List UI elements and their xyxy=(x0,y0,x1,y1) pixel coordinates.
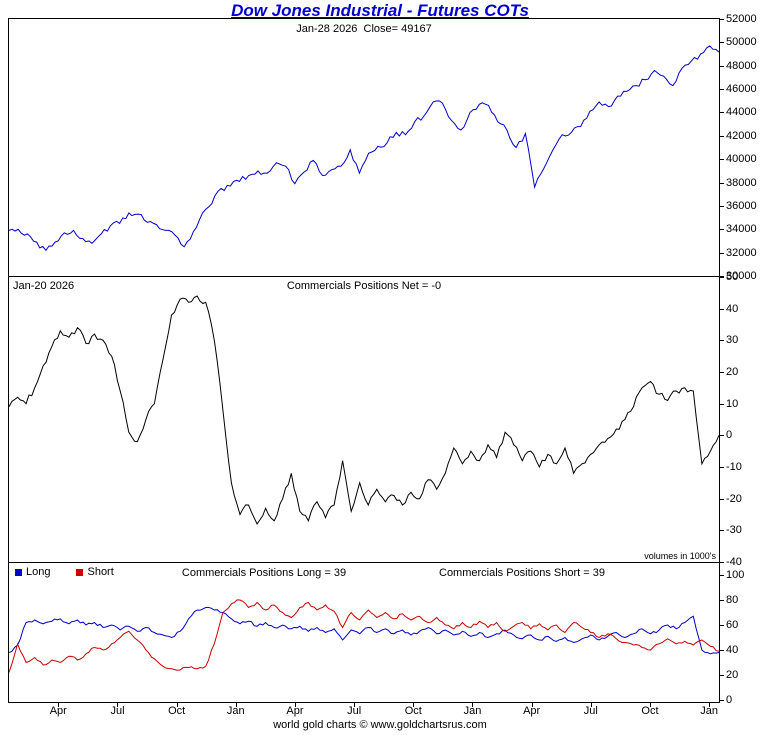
long-line xyxy=(9,606,719,655)
x-axis-tick-mark xyxy=(58,703,60,707)
y-axis-tick-label: 0 xyxy=(726,429,733,442)
y-axis-tick-label: 10 xyxy=(726,397,739,410)
x-axis-tick-label: Jan xyxy=(700,705,718,717)
net-line-chart xyxy=(9,295,719,526)
y-axis-tick-label: 50 xyxy=(726,271,739,283)
x-axis-tick-mark xyxy=(590,703,592,707)
x-axis-tick-mark xyxy=(413,703,415,707)
x-axis-tick-label: Apr xyxy=(523,705,541,717)
short-line xyxy=(9,599,719,673)
long-short-line-chart xyxy=(9,599,719,673)
y-axis-tick-label: -40 xyxy=(726,556,742,568)
page-title: Dow Jones Industrial - Futures COTs xyxy=(231,1,529,20)
x-axis-tick-mark xyxy=(117,703,119,707)
y-axis-tick-label: 44000 xyxy=(726,106,757,119)
footer-credit: world gold charts © www.goldchartsrus.co… xyxy=(273,719,487,731)
long-swatch-icon xyxy=(15,568,22,576)
x-axis-tick-label: Apr xyxy=(286,705,304,717)
y-axis-tick-label: 0 xyxy=(726,694,733,706)
y-axis-tick-label: 38000 xyxy=(726,176,757,189)
legend-item-short: Short xyxy=(76,566,114,578)
y-axis-tick-label: 42000 xyxy=(726,129,757,142)
y-axis-tick-label: 30000 xyxy=(726,270,757,282)
x-axis-tick-mark xyxy=(235,703,237,707)
price-date-close-label: Jan-28 2026 Close= 49167 xyxy=(296,23,432,35)
volumes-note: volumes in 1000's xyxy=(644,551,716,561)
y-axis-tick-label: 32000 xyxy=(726,246,757,259)
x-axis-tick-mark xyxy=(294,703,296,707)
x-axis-tick-mark xyxy=(531,703,533,707)
x-axis-tick-mark xyxy=(709,703,711,707)
net-positions-label: Commercials Positions Net = -0 xyxy=(286,280,442,292)
y-axis-tick-label: 40000 xyxy=(726,153,757,166)
x-axis-tick-mark xyxy=(354,703,356,707)
y-axis-tick-label: 46000 xyxy=(726,83,757,96)
y-axis-tick-label: -30 xyxy=(726,524,742,537)
x-axis-tick-label: Jul xyxy=(110,705,125,717)
x-axis-tick-label: Oct xyxy=(168,705,186,717)
short-swatch-icon xyxy=(76,568,84,576)
legend-item-long: Long xyxy=(15,566,50,578)
x-axis-tick-mark xyxy=(472,703,474,707)
legend-short-label: Short xyxy=(87,566,114,578)
x-axis-tick-label: Apr xyxy=(49,705,67,717)
x-axis-tick-label: Jul xyxy=(347,705,362,717)
y-axis-tick-label: 48000 xyxy=(726,59,757,72)
legend: Long Short xyxy=(15,566,140,578)
legend-long-label: Long xyxy=(26,566,51,578)
y-axis-tick-label: 30 xyxy=(726,334,739,347)
x-axis-tick-mark xyxy=(649,703,651,707)
x-axis-tick-label: Jan xyxy=(463,705,482,717)
price-line-chart xyxy=(9,45,719,252)
y-axis-tick-label: 34000 xyxy=(726,223,757,236)
y-axis-tick-label: 40 xyxy=(726,644,739,656)
y-axis-tick-label: 20 xyxy=(726,669,739,681)
y-axis-tick-label: 100 xyxy=(726,569,745,581)
long-positions-label: Commercials Positions Long = 39 xyxy=(181,567,347,579)
y-axis-tick-label: 36000 xyxy=(726,199,757,212)
cot-date-label: Jan-20 2026 xyxy=(13,280,75,292)
commercials-net-line xyxy=(9,295,719,526)
x-axis-tick-label: Jan xyxy=(226,705,245,717)
y-axis-tick-label: 80 xyxy=(726,594,739,606)
price-panel: Jan-28 2026 Close= 49167 xyxy=(8,18,720,277)
y-axis-tick-label: -10 xyxy=(726,461,742,473)
x-axis-tick-mark xyxy=(176,703,178,707)
y-axis-tick-label: 50000 xyxy=(726,36,757,49)
long-short-panel: Long Short Commercials Positions Long = … xyxy=(8,562,720,703)
x-axis-tick-label: Oct xyxy=(404,705,422,717)
dow-jones-industrial-futures-line xyxy=(9,45,719,252)
y-axis-tick-label: 60 xyxy=(726,619,739,631)
y-axis-tick-label: 20 xyxy=(726,366,739,378)
net-positions-panel: Jan-20 2026 Commercials Positions Net = … xyxy=(8,276,720,563)
short-positions-label: Commercials Positions Short = 39 xyxy=(439,567,605,579)
y-axis-tick-label: -20 xyxy=(726,492,742,505)
x-axis-tick-label: Oct xyxy=(641,705,659,717)
x-axis-tick-label: Jul xyxy=(583,705,598,717)
y-axis-tick-label: 40 xyxy=(726,302,739,315)
